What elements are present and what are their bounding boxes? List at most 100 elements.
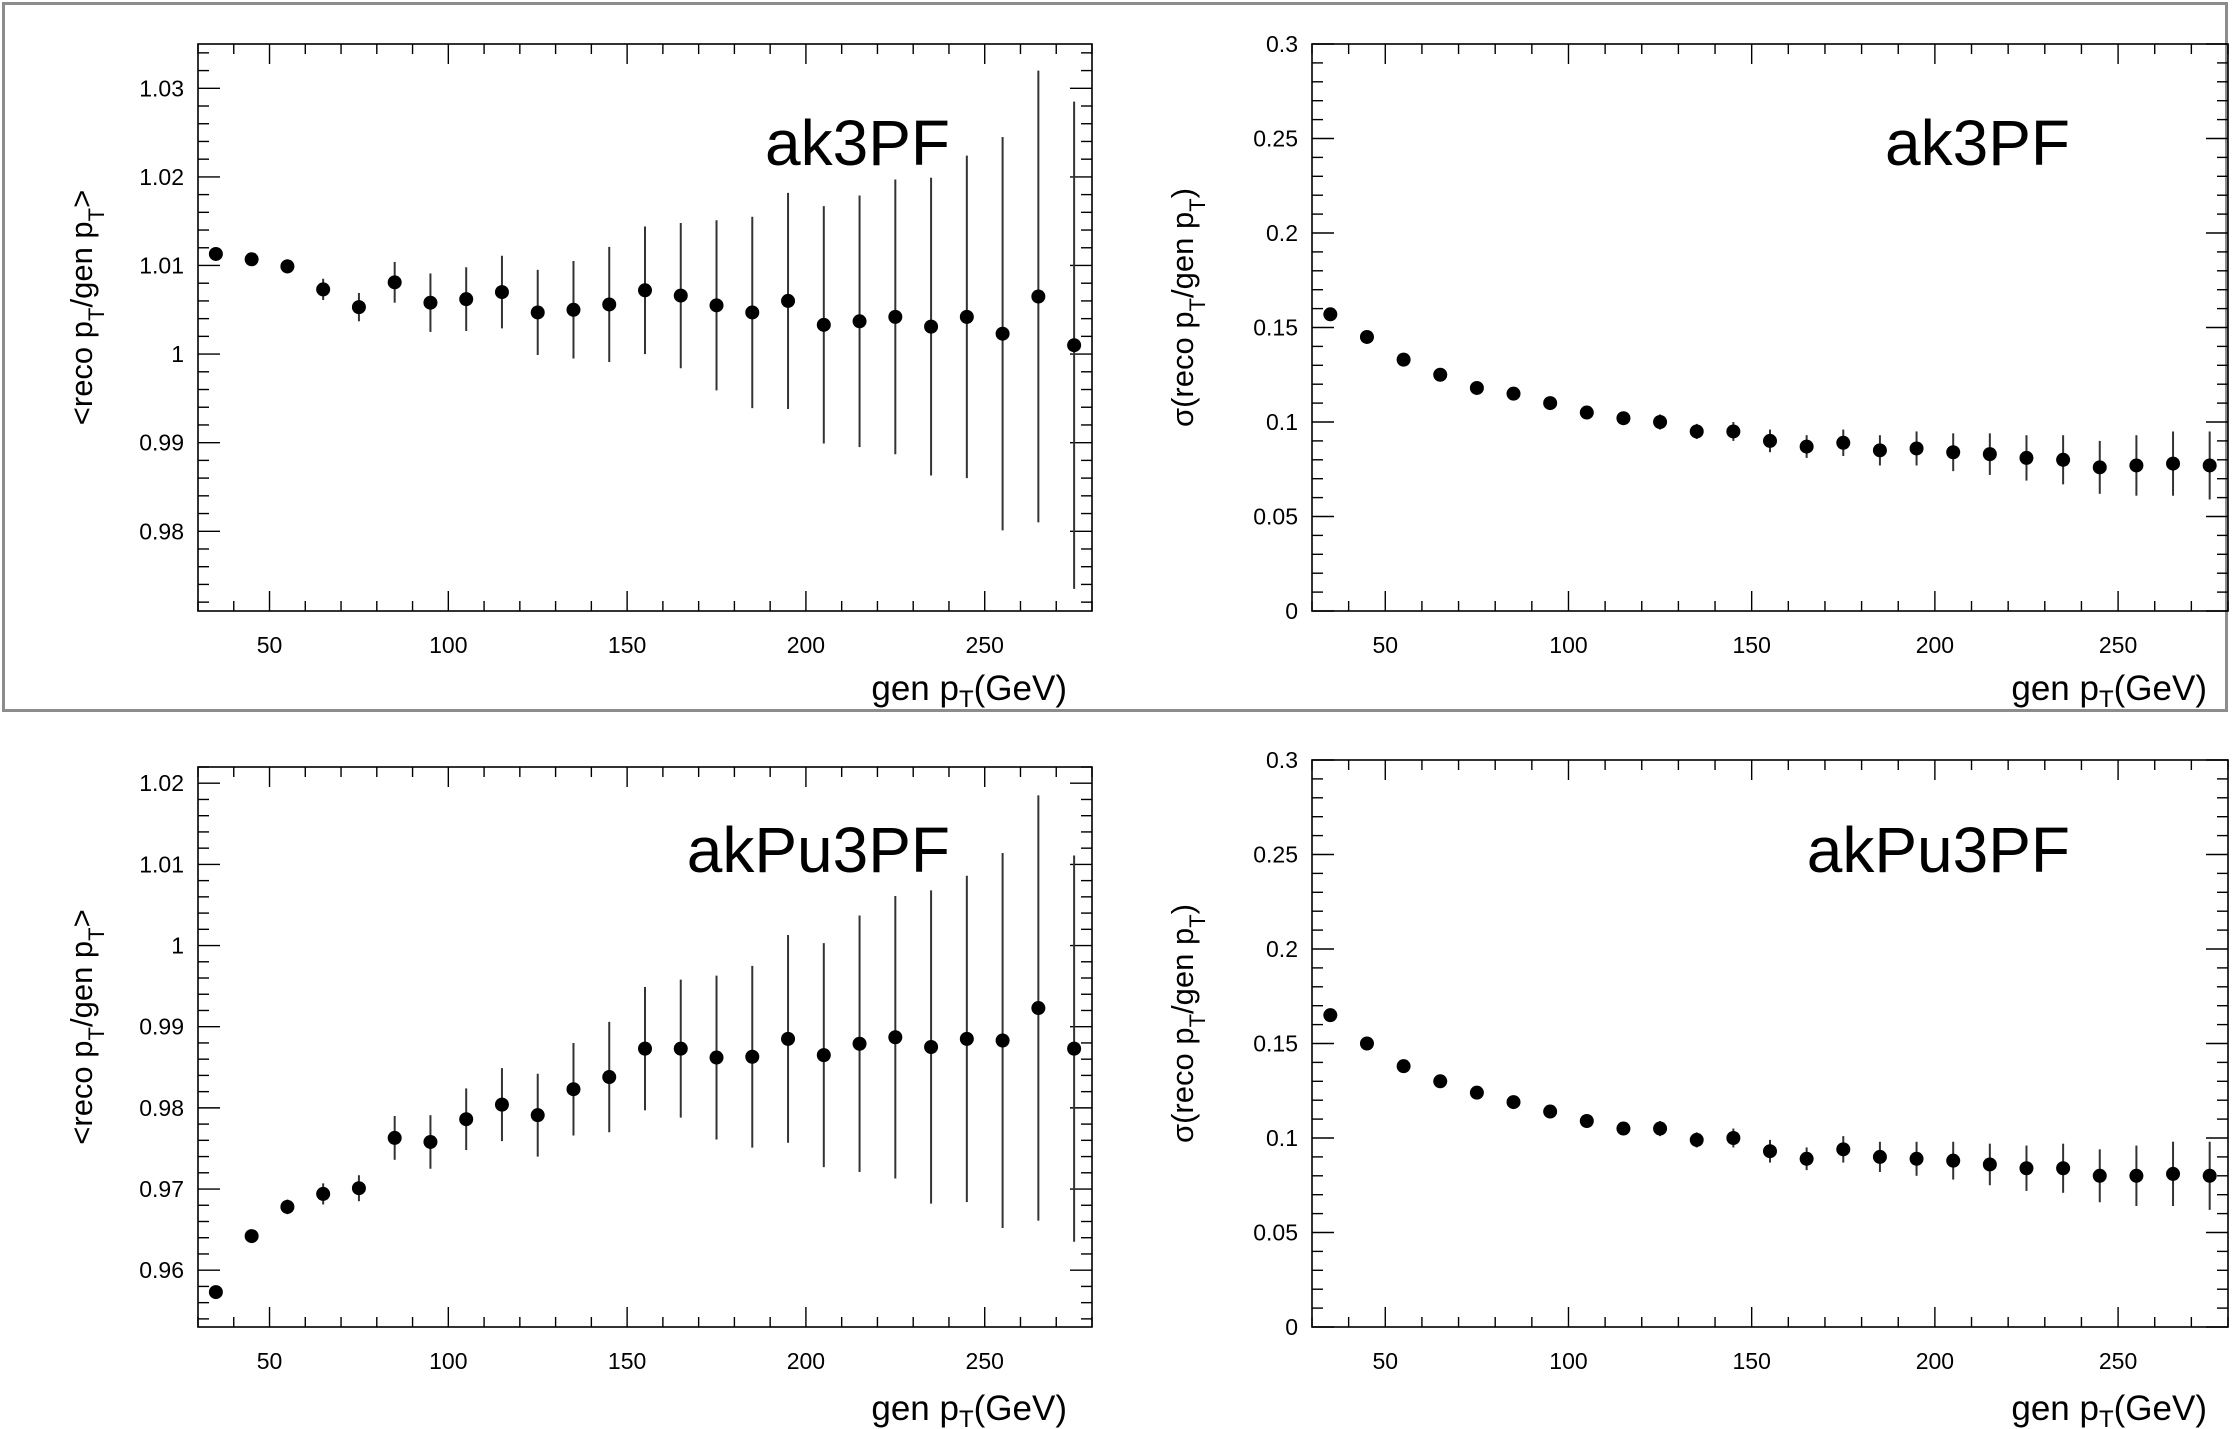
panel-1-data-point	[1799, 439, 1814, 454]
panel-2-data-point	[423, 1134, 438, 1149]
panel-1-ylabel: σ(reco pT/gen pT)	[1165, 188, 1210, 427]
panel-2-ytick-label: 0.96	[139, 1257, 184, 1283]
panel-2-data-point	[387, 1130, 402, 1145]
panel-1-data-point	[1689, 424, 1704, 439]
panel-2-data-point	[566, 1082, 581, 1097]
panel-3-xtick-label: 100	[1549, 1348, 1587, 1374]
panel-1-data-point	[1396, 352, 1411, 367]
panel-2-data-point	[351, 1181, 366, 1196]
panel-3-data-point	[1946, 1153, 1961, 1168]
panel-2-ytick-label: 1.02	[139, 770, 184, 796]
panel-3-data-point	[1579, 1113, 1594, 1128]
panel-3-ytick-label: 0.25	[1253, 842, 1298, 868]
panel-0-data-point	[459, 292, 474, 307]
panel-0-xlabel: gen pT(GeV)	[871, 669, 1067, 713]
panel-1-data-point	[1726, 424, 1741, 439]
panel-1-data-point	[1616, 411, 1631, 426]
panel-1-ytick-label: 0	[1285, 598, 1298, 624]
panel-0-data-point	[387, 275, 402, 290]
panel-0-algo-label: ak3PF	[765, 107, 950, 179]
panel-0-ylabel: <reco pT/gen pT>	[64, 190, 109, 425]
panel-1-data-point	[2202, 458, 2217, 473]
panel-1-algo-label: ak3PF	[1885, 107, 2070, 179]
panel-2-data-point	[1031, 1001, 1046, 1016]
panel-3-data-point	[2092, 1168, 2107, 1183]
panel-0-xtick-label: 150	[608, 632, 646, 658]
panel-3-data-point	[1433, 1074, 1448, 1089]
top-row-frame	[2, 2, 2228, 712]
panel-0-xtick-label: 250	[966, 632, 1004, 658]
panel-0-data-point	[244, 252, 259, 267]
panel-3-xtick-label: 50	[1372, 1348, 1398, 1374]
panel-2-data-point	[852, 1036, 867, 1051]
panel-1-data-point	[1982, 447, 1997, 462]
panel-2-xtick-label: 100	[429, 1348, 467, 1374]
panel-2-data-point	[316, 1186, 331, 1201]
panel-2-data-point	[638, 1041, 652, 1056]
panel-1-data-point	[2019, 450, 2034, 465]
panel-0-ytick-label: 1.01	[139, 252, 184, 278]
panel-3-data-point	[1359, 1036, 1374, 1051]
panel-3-data-point	[2019, 1161, 2034, 1176]
panel-3-data-point	[2202, 1168, 2217, 1183]
panel-3-data-point	[1689, 1132, 1704, 1147]
panel-0-xtick-label: 100	[429, 632, 467, 658]
panel-0-xtick-label: 50	[257, 632, 283, 658]
panel-3-xtick-label: 250	[2099, 1348, 2137, 1374]
panel-1-data-point	[1763, 433, 1777, 448]
panel-2-algo-label: akPu3PF	[687, 814, 950, 886]
panel-1-xtick-label: 200	[1916, 632, 1954, 658]
panel-2-data-point	[244, 1229, 259, 1244]
panel-2-data-point	[1067, 1041, 1082, 1056]
panel-0-data-point	[673, 288, 688, 303]
panel-2-xtick-label: 150	[608, 1348, 646, 1374]
panel-3-data-point	[1872, 1149, 1887, 1164]
panel-3-data-point	[1506, 1095, 1521, 1110]
panel-2-xlabel: gen pT(GeV)	[871, 1389, 1067, 1429]
panel-2-data-point	[709, 1050, 724, 1065]
panel-2-data-point	[602, 1070, 617, 1085]
panel-1-data-point	[2129, 458, 2144, 473]
panel-3-data-point	[1543, 1104, 1558, 1119]
panel-3-ytick-label: 0	[1285, 1314, 1298, 1340]
panel-3-data-point	[1396, 1059, 1411, 1074]
panel-1-ytick-label: 0.3	[1266, 31, 1298, 57]
panel-3-ylabel: σ(reco pT/gen pT)	[1165, 904, 1210, 1143]
panel-2-ytick-label: 0.98	[139, 1095, 184, 1121]
panel-2-ylabel: <reco pT/gen pT>	[64, 909, 109, 1144]
panel-1-data-point	[2166, 456, 2181, 471]
panel-0-ytick-label: 1.02	[139, 164, 184, 190]
panel-2-data-point	[530, 1108, 545, 1123]
panel-2-data-point	[280, 1199, 295, 1214]
panel-1-data-point	[1579, 405, 1594, 420]
panel-2-ytick-label: 0.97	[139, 1176, 184, 1202]
panel-3-data-point	[1799, 1151, 1814, 1166]
panel-3-ytick-label: 0.1	[1266, 1125, 1298, 1151]
panel-3-ytick-label: 0.3	[1266, 747, 1298, 773]
panel-0-data-point	[530, 305, 545, 320]
panel-3-plot-frame	[1311, 759, 2229, 1328]
panel-1-xtick-label: 250	[2099, 632, 2137, 658]
panel-3-data-point	[2056, 1161, 2071, 1176]
panel-2-xtick-label: 50	[257, 1348, 283, 1374]
panel-1-data-point	[1653, 415, 1668, 429]
panel-0-data-point	[1067, 338, 1082, 353]
panel-0-data-point	[852, 314, 867, 329]
panel-2-data-point	[995, 1033, 1010, 1048]
panel-0-data-point	[816, 317, 831, 332]
panel-0-data-point	[280, 259, 295, 274]
panel-1-xlabel: gen pT(GeV)	[2011, 669, 2207, 713]
panel-2-ytick-label: 1.01	[139, 851, 184, 877]
panel-3-data-point	[1616, 1121, 1631, 1136]
panel-3-data-point	[1836, 1142, 1851, 1157]
panel-2-data-point	[494, 1097, 509, 1112]
panel-bottom-right: 50 100 150 200 250 0 0.05 0.1 0.15 0.2 0.25 0.3 akPu…	[1165, 747, 2229, 1429]
panel-0-data-point	[924, 319, 939, 334]
panel-0-data-point	[959, 309, 974, 324]
panel-0-data-point	[208, 246, 223, 261]
panel-2-data-point	[781, 1031, 796, 1046]
panel-bottom-left: 50 100 150 200 250 0.96 0.97 0.98 0.99 1 1.01 1.02 a…	[64, 766, 1093, 1429]
panel-1-data-point	[1543, 396, 1558, 411]
